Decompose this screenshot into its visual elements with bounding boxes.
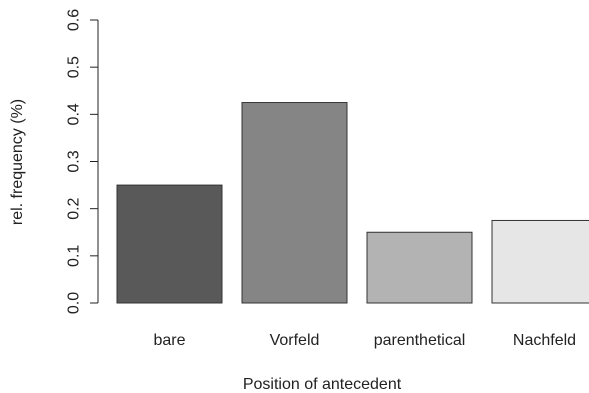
y-tick-label: 0.2 (66, 197, 83, 219)
y-tick-label: 0.5 (66, 56, 83, 78)
bar-nachfeld (491, 219, 589, 304)
y-tick-label: 0.1 (66, 245, 83, 267)
bar-bare (116, 184, 223, 304)
y-tick-label: 0.4 (66, 103, 83, 125)
x-category-label: parenthetical (374, 332, 466, 349)
y-tick-label: 0.0 (66, 292, 83, 314)
y-tick-label: 0.3 (66, 150, 83, 172)
bar-parenthetical (366, 231, 473, 304)
y-axis: 0.0 0.1 0.2 0.3 0.4 0.5 0.6 (66, 9, 99, 314)
bars (116, 102, 589, 304)
y-axis-title: rel. frequency (%) (9, 99, 26, 225)
x-category-label: Nachfeld (513, 332, 576, 349)
x-axis-title: Position of antecedent (243, 376, 402, 393)
x-category-labels: bare Vorfeld parenthetical Nachfeld (153, 332, 576, 349)
y-tick-label: 0.6 (66, 9, 83, 31)
bar-vorfeld (241, 102, 348, 304)
x-category-label: bare (153, 332, 185, 349)
x-category-label: Vorfeld (270, 332, 320, 349)
